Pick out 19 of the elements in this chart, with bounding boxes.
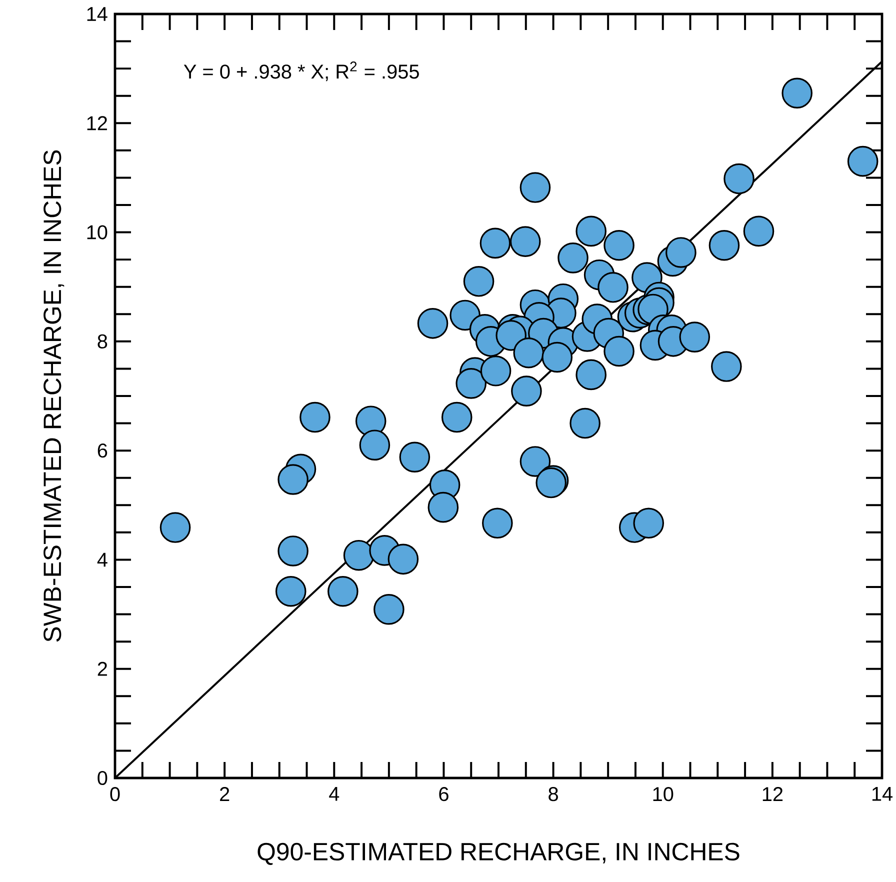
y-axis-title: SWB-ESTIMATED RECHARGE, IN INCHES [44, 150, 64, 642]
y-tick-label: 0 [98, 770, 108, 786]
x-axis-title: Q90-ESTIMATED RECHARGE, IN INCHES [258, 842, 740, 865]
x-tick-label: 12 [762, 787, 783, 801]
y-tick-label: 10 [87, 225, 108, 240]
y-tick-label: 8 [98, 334, 108, 348]
x-tick-label: 14 [872, 787, 893, 801]
x-tick-label: 2 [220, 787, 230, 801]
x-tick-label: 4 [329, 787, 340, 801]
y-tick-label: 14 [87, 7, 108, 21]
x-tick-label: 6 [439, 787, 448, 802]
x-tick-label: 0 [110, 787, 120, 802]
x-tick-label: 10 [653, 787, 674, 802]
y-tick-label: 4 [97, 552, 108, 567]
y-tick-label: 12 [87, 116, 107, 130]
annotation: Y = 0 + .938 * X; R$^{2}$ = .955 [184, 62, 419, 82]
y-tick-label: 2 [98, 662, 107, 676]
x-tick-label: 8 [548, 787, 558, 802]
y-tick-label: 6 [98, 444, 108, 458]
